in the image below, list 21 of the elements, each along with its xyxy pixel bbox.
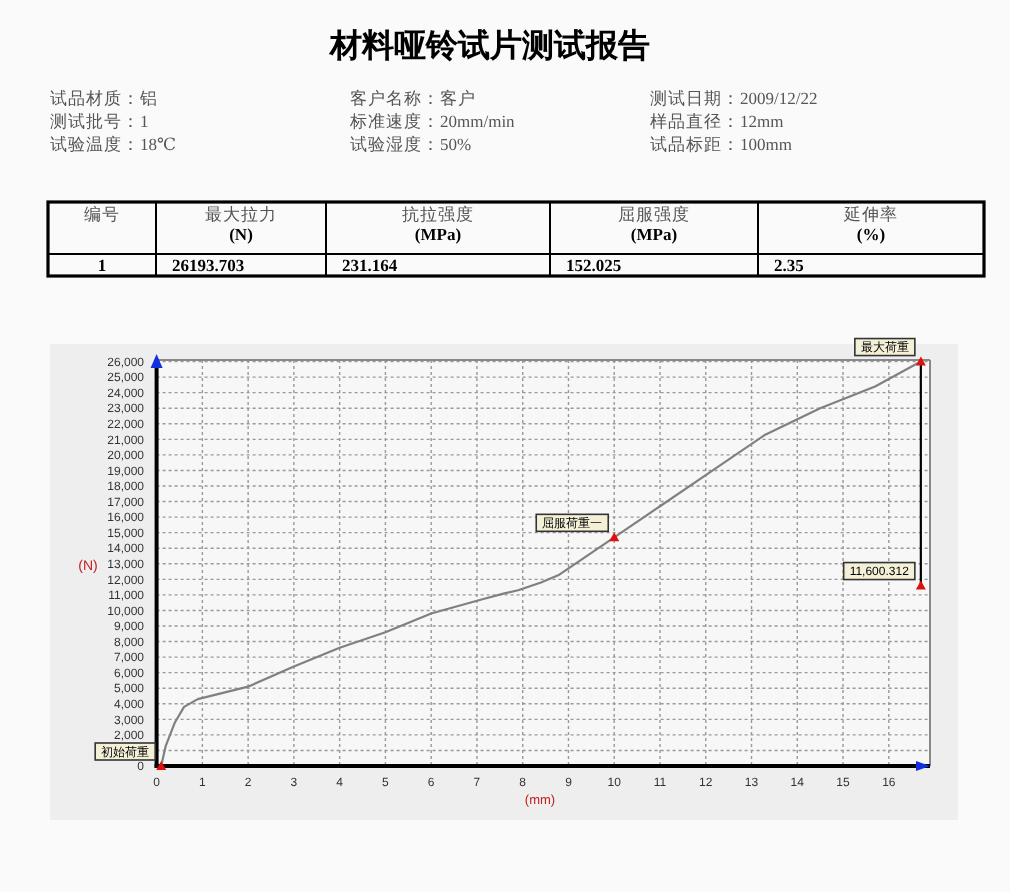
text: 测试批号：1 xyxy=(50,111,149,131)
data-label: 2.35 xyxy=(774,255,804,275)
text: 试验湿度：50% xyxy=(350,134,472,154)
category-label: 抗拉强度 (MPa) xyxy=(402,204,474,244)
category-label: 延伸率 (%) xyxy=(842,204,898,244)
text: 试品标距：100mm xyxy=(650,134,793,154)
text: 标准速度：20mm/min xyxy=(348,111,517,131)
data-label: 1 xyxy=(97,255,107,275)
text: 样品直径：12mm xyxy=(650,111,785,131)
data-label: 231.164 xyxy=(342,255,399,275)
text: 客户名称：客户 xyxy=(350,88,476,108)
text: 材料哑铃试片测试报告 xyxy=(328,28,650,64)
text: 试验温度：18℃ xyxy=(50,134,177,154)
text: 测试日期：2009/12/22 xyxy=(650,88,818,108)
category-label: 最大拉力 (N) xyxy=(205,204,277,244)
data-label: 152.025 xyxy=(566,255,622,275)
table: 编号 最大拉力 (N) 抗拉强度 (MPa) 屈服强度 (MPa) 延伸率 (%) 1 26193.703 231.164 152.025 2.35 xyxy=(46,200,986,278)
category-label: 编号 xyxy=(84,204,120,224)
text: 试品材质：铝 xyxy=(50,88,158,108)
data-label: 26193.703 xyxy=(172,255,245,275)
category-label: 屈服强度 (MPa) xyxy=(618,204,690,244)
